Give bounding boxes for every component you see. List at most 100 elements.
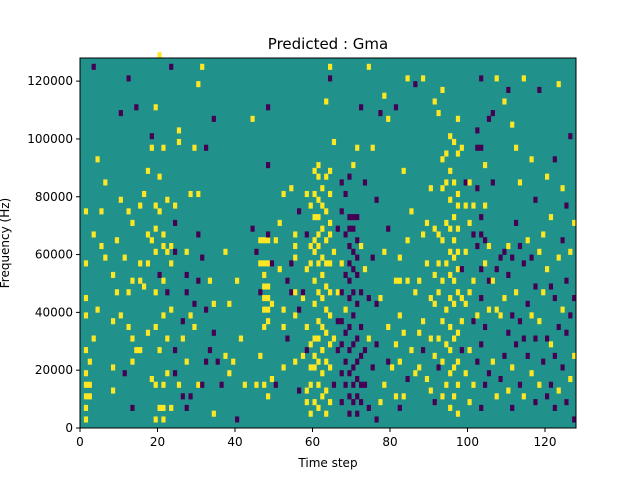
- heatmap-cell: [134, 104, 139, 111]
- heatmap-cell: [393, 341, 399, 348]
- heatmap-cell: [153, 104, 158, 111]
- heatmap-cell: [95, 306, 100, 313]
- heatmap-cell: [320, 370, 325, 377]
- heatmap-cell: [153, 381, 158, 388]
- heatmap-cell: [564, 399, 569, 406]
- heatmap-cell: [467, 179, 472, 186]
- heatmap-cell: [525, 237, 530, 244]
- heatmap-cell: [452, 393, 457, 400]
- heatmap-cell: [312, 399, 317, 406]
- heatmap-cell: [421, 75, 426, 82]
- heatmap-cell: [533, 335, 538, 342]
- heatmap-cell: [122, 370, 127, 377]
- heatmap-cell: [479, 341, 484, 348]
- heatmap-cell: [548, 283, 554, 290]
- heatmap-cell: [184, 358, 189, 365]
- heatmap-cell: [436, 110, 441, 117]
- heatmap-cell: [331, 381, 337, 388]
- heatmap-cell: [355, 237, 360, 244]
- heatmap-cell: [568, 133, 573, 140]
- heatmap-cell: [149, 133, 154, 140]
- heatmap-cell: [390, 364, 395, 371]
- heatmap-cell: [351, 266, 356, 273]
- heatmap-cell: [266, 231, 271, 238]
- heatmap-cell: [289, 289, 294, 296]
- heatmap-cell: [444, 219, 449, 226]
- heatmap-cell: [366, 63, 371, 70]
- heatmap-cell: [320, 185, 325, 192]
- heatmap-cell: [440, 86, 445, 93]
- heatmap-cell: [324, 306, 329, 313]
- heatmap-cell: [494, 306, 499, 313]
- heatmap-cell: [444, 341, 449, 348]
- heatmap-cell: [374, 416, 379, 423]
- heatmap-cell: [238, 335, 244, 342]
- heatmap-cell: [455, 289, 461, 296]
- heatmap-cell: [351, 289, 356, 296]
- heatmap-cell: [355, 300, 360, 307]
- heatmap-cell: [153, 289, 158, 296]
- heatmap-cell: [308, 381, 313, 388]
- heatmap-cell: [564, 329, 569, 336]
- heatmap-cell: [514, 341, 519, 348]
- heatmap-cell: [490, 179, 495, 186]
- heatmap-cell: [207, 277, 213, 284]
- heatmap-cell: [297, 208, 302, 215]
- heatmap-cell: [316, 162, 321, 169]
- heatmap-cell: [324, 208, 329, 215]
- heatmap-cell: [250, 115, 255, 122]
- heatmap-cell: [471, 381, 476, 388]
- heatmap-cell: [153, 323, 158, 331]
- heatmap-cell: [552, 404, 557, 411]
- heatmap-cell: [293, 254, 298, 261]
- heatmap-cell: [242, 381, 247, 388]
- heatmap-cell: [510, 254, 515, 261]
- heatmap-cell: [370, 144, 375, 151]
- heatmap-cell: [366, 295, 371, 302]
- heatmap-cell: [409, 347, 414, 354]
- heatmap-cell: [463, 248, 468, 255]
- heatmap-cell: [138, 347, 143, 354]
- heatmap-cell: [475, 358, 480, 365]
- heatmap-cell: [448, 404, 453, 411]
- heatmap-cell: [293, 312, 298, 319]
- heatmap-cell: [204, 144, 209, 151]
- heatmap-cell: [266, 104, 271, 111]
- heatmap-cell: [324, 98, 329, 105]
- heatmap-cell: [455, 410, 461, 417]
- heatmap-cell: [320, 393, 325, 400]
- heatmap-cell: [374, 300, 379, 307]
- heatmap-cell: [99, 208, 104, 215]
- heatmap-cell: [111, 318, 116, 325]
- heatmap-cell: [320, 271, 325, 278]
- heatmap-cell: [498, 312, 503, 319]
- heatmap-cell: [335, 318, 340, 325]
- heatmap-cell: [479, 214, 484, 221]
- heatmap-cell: [537, 381, 542, 388]
- heatmap-cell: [510, 312, 515, 319]
- x-tick-label: 40: [227, 435, 242, 449]
- heatmap-cell: [525, 300, 530, 307]
- heatmap-cell: [200, 63, 205, 70]
- heatmap-cell: [440, 393, 445, 400]
- heatmap-cell: [428, 185, 433, 192]
- heatmap-cell: [320, 225, 325, 232]
- heatmap-cell: [328, 312, 333, 319]
- heatmap-cell: [374, 196, 379, 203]
- heatmap-cell: [165, 289, 170, 296]
- heatmap-cell: [250, 225, 255, 232]
- heatmap-cell: [498, 254, 503, 261]
- heatmap-cell: [262, 283, 267, 290]
- heatmap-cell: [502, 98, 507, 105]
- heatmap-cell: [180, 393, 185, 400]
- heatmap-cell: [506, 387, 511, 394]
- heatmap-cell: [126, 208, 131, 215]
- heatmap-cell: [545, 335, 550, 342]
- heatmap-cell: [320, 295, 325, 302]
- heatmap-cell: [479, 75, 484, 82]
- heatmap-cell: [328, 190, 333, 198]
- heatmap-cell: [165, 335, 170, 342]
- heatmap-cell: [529, 254, 534, 261]
- heatmap-cell: [525, 352, 530, 359]
- heatmap-cell: [455, 150, 461, 157]
